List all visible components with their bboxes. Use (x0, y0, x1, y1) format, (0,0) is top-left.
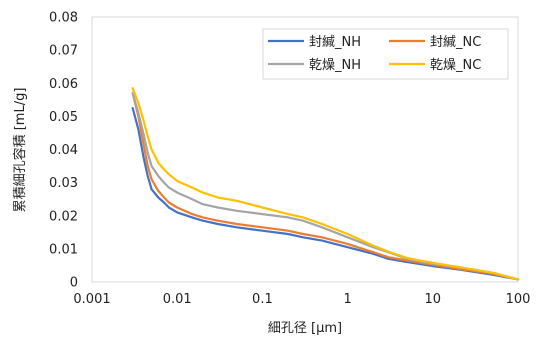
y-axis-title: 累積細孔容積 [mL/g] (12, 88, 28, 213)
x-tick-label: 10 (425, 292, 442, 307)
y-tick-label: 0.03 (49, 176, 78, 191)
legend-label: 封緘_NH (309, 35, 361, 50)
y-tick-label: 0.08 (49, 11, 78, 26)
y-tick-label: 0.02 (49, 209, 78, 224)
y-tick-label: 0.06 (49, 77, 78, 92)
series-line-1 (131, 106, 520, 281)
legend-box (262, 28, 509, 80)
x-tick-label: 0.001 (73, 292, 110, 307)
y-tick-label: 0.05 (49, 110, 78, 125)
y-tick-label: 0 (70, 276, 78, 291)
x-axis-ticks: 0.001 0.01 0.1 1 10 100 (73, 292, 530, 307)
legend: 封緘_NH 封緘_NC 乾燥_NH 乾燥_NC (262, 28, 509, 80)
y-axis-ticks: 0 0.01 0.02 0.03 0.04 0.05 0.06 0.07 0.08 (49, 11, 78, 291)
x-tick-label: 0.01 (163, 292, 192, 307)
legend-label: 封緘_NC (430, 35, 481, 50)
series-line-2 (131, 92, 520, 281)
legend-label: 乾燥_NC (430, 58, 481, 73)
y-tick-label: 0.01 (49, 242, 78, 257)
legend-label: 乾燥_NH (309, 58, 361, 73)
series-layer (131, 87, 520, 281)
x-tick-label: 0.1 (252, 292, 273, 307)
plot-area-frame (91, 16, 519, 283)
series-line-4 (131, 87, 520, 281)
y-tick-label: 0.04 (49, 143, 78, 158)
x-tick-label: 100 (506, 292, 531, 307)
x-tick-label: 1 (343, 292, 351, 307)
y-tick-label: 0.07 (49, 44, 78, 59)
x-axis-title: 細孔径 [μm] (268, 321, 342, 336)
